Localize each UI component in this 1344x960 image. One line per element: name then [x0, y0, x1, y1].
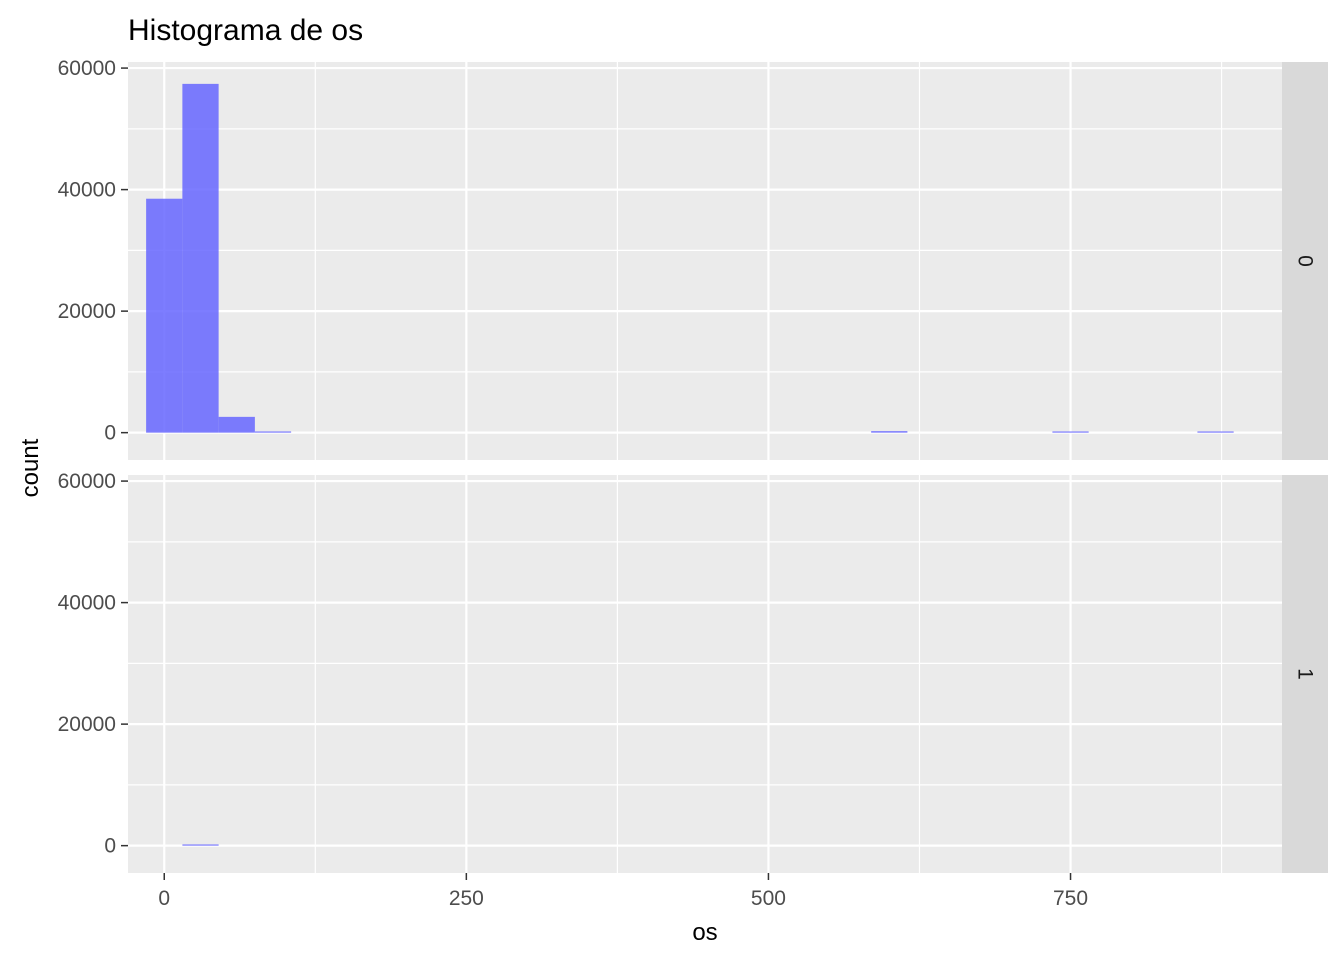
facet-panel-1: 0 20000 40000 60000 1	[58, 470, 1328, 873]
y-tick-label: 0	[104, 835, 116, 858]
x-tick-label: 750	[1053, 887, 1088, 910]
y-tick-label: 40000	[58, 179, 116, 202]
y-tick-label: 0	[104, 422, 116, 445]
histogram-bar	[146, 198, 183, 433]
histogram-bar	[1197, 431, 1234, 433]
histogram-bar	[871, 431, 908, 433]
y-tick-label: 60000	[58, 57, 116, 80]
y-tick-label: 40000	[58, 592, 116, 615]
facet-panels: 0 20000 40000 60000 0 0 20000 40000 60000 1	[58, 57, 1328, 873]
facet-strip-label: 1	[1294, 668, 1317, 680]
facet-strip	[1282, 475, 1328, 873]
histogram-bar	[218, 416, 255, 433]
y-tick-label: 60000	[58, 470, 116, 493]
facet-panel-0: 0 20000 40000 60000 0	[58, 57, 1328, 460]
histogram-bar	[1052, 431, 1089, 433]
y-tick-label: 20000	[58, 713, 116, 736]
facet-strip	[1282, 62, 1328, 460]
x-tick-label: 0	[158, 887, 170, 910]
histogram-bar	[182, 83, 219, 433]
x-tick-label: 250	[449, 887, 484, 910]
y-axis-title: count	[17, 438, 44, 497]
panel-background	[128, 62, 1282, 460]
x-axis-title: os	[692, 919, 717, 946]
x-axis: 0 250 500 750	[158, 873, 1088, 910]
panel-background	[128, 475, 1282, 873]
facet-strip-label: 0	[1294, 255, 1317, 267]
chart-title: Histograma de os	[128, 14, 363, 47]
y-tick-label: 20000	[58, 300, 116, 323]
x-tick-label: 500	[751, 887, 786, 910]
histogram-bar	[182, 844, 219, 846]
histogram-bar	[254, 431, 292, 433]
